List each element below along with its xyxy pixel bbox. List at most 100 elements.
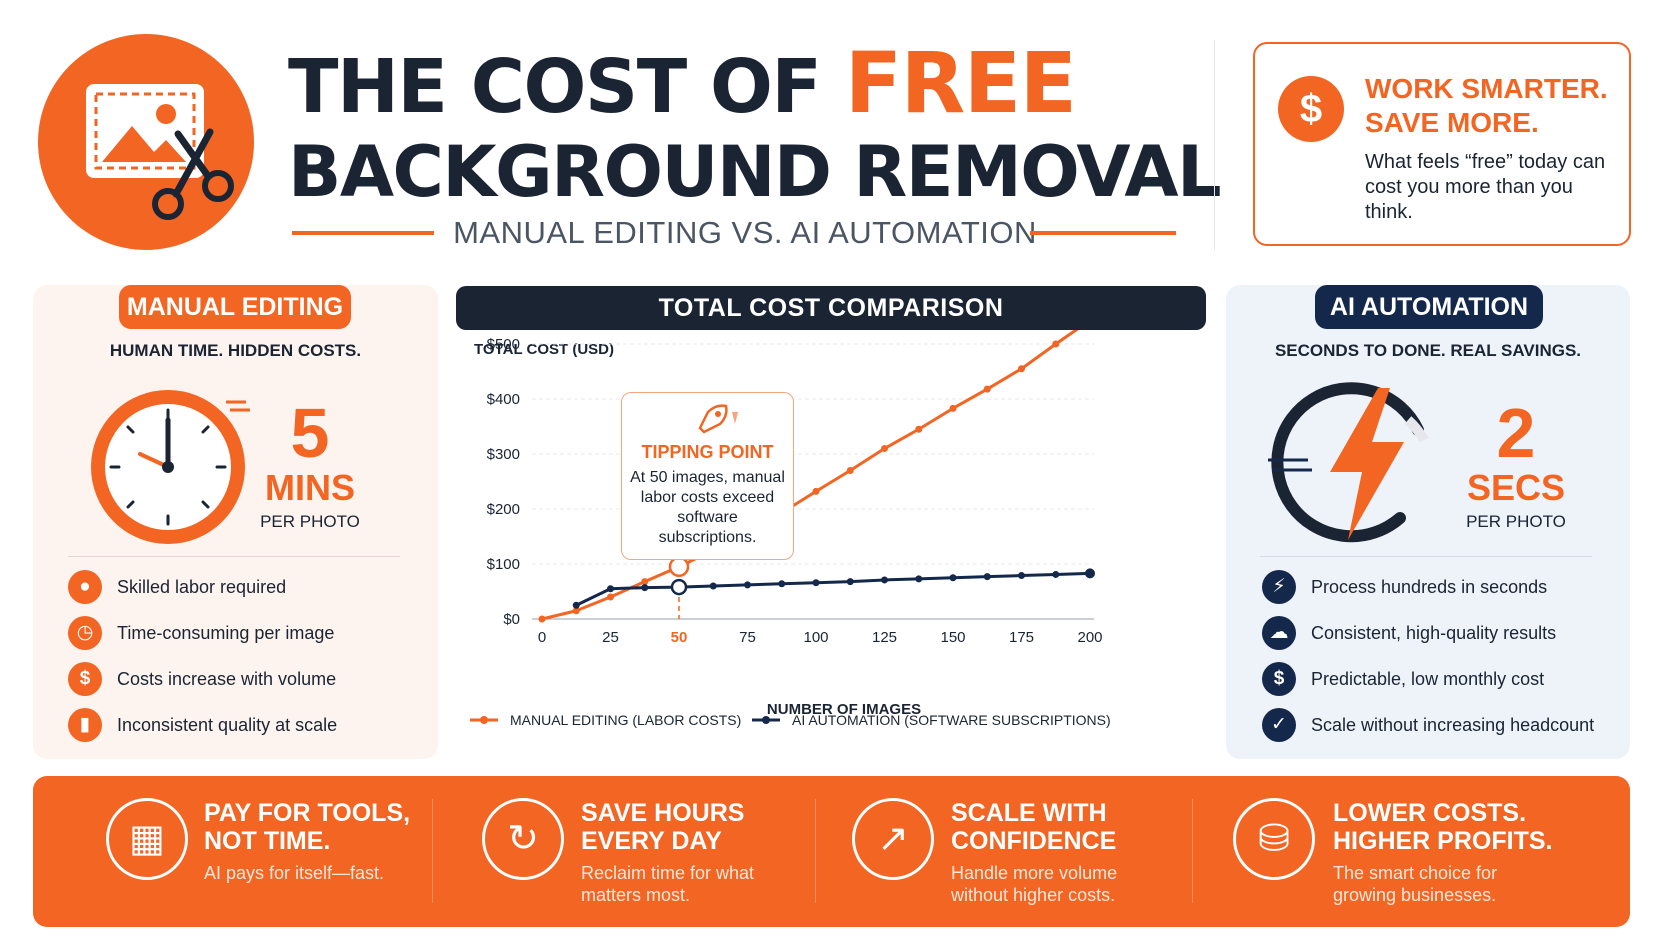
y-tick-label: $500: [487, 336, 520, 353]
x-tick-label: 50: [671, 629, 688, 646]
ai-time-value: 2: [1496, 394, 1536, 472]
data-point: [846, 467, 854, 474]
benefit-title-line1: PAY FOR TOOLS,: [204, 799, 411, 827]
data-point: [538, 615, 546, 623]
data-point: [1052, 570, 1060, 578]
data-point: [572, 601, 580, 609]
y-tick-label: $0: [503, 611, 520, 628]
callout-heading-line1: WORK SMARTER.: [1365, 73, 1608, 104]
x-axis-label: NUMBER OF IMAGES: [767, 701, 921, 718]
y-tick-label: $200: [487, 501, 520, 518]
manual-feature: Skilled labor required: [117, 577, 287, 597]
piggy-bank-icon: ⛁: [1233, 798, 1315, 880]
logo-badge: [38, 34, 254, 250]
legend-marker: [480, 716, 488, 724]
data-point: [778, 580, 786, 588]
data-point: [983, 573, 991, 581]
manual-per-photo: PER PHOTO: [260, 512, 360, 531]
benefit-title-line2: NOT TIME.: [204, 827, 331, 855]
ai-badge: AI AUTOMATION: [1315, 285, 1543, 329]
data-point: [709, 582, 717, 590]
data-point: [812, 579, 820, 587]
image-scissors-icon: [86, 84, 234, 220]
manual-subtitle: HUMAN TIME. HIDDEN COSTS.: [109, 341, 362, 360]
tipping-point-callout: [621, 392, 794, 560]
ai-feature: Process hundreds in seconds: [1311, 577, 1548, 597]
manual-time-unit: MINS: [265, 467, 355, 508]
manual-time-value: 5: [290, 394, 330, 472]
rocket-icon: [686, 402, 746, 434]
title-highlight: FREE: [844, 34, 1077, 132]
data-point: [641, 578, 649, 586]
data-point: [1052, 340, 1060, 348]
legend-label: MANUAL EDITING (LABOR COSTS): [510, 712, 741, 728]
legend-label: AI AUTOMATION (SOFTWARE SUBSCRIPTIONS): [792, 712, 1111, 728]
check-icon: ✓: [1262, 708, 1296, 742]
callout-heading-line2: SAVE MORE.: [1365, 107, 1539, 138]
manual-badge: MANUAL EDITING: [119, 285, 351, 329]
data-point: [744, 581, 751, 589]
x-tick-label: 150: [940, 629, 965, 646]
subtitle-rule-right: [1030, 231, 1176, 235]
data-point: [915, 575, 923, 583]
y-axis-label: TOTAL COST (USD): [474, 341, 614, 358]
lightning-icon: ⚡: [1262, 570, 1296, 604]
clock-refresh-icon: ↻: [482, 798, 564, 880]
benefit-title-line2: HIGHER PROFITS.: [1333, 827, 1553, 855]
growth-chart-icon: ↗: [852, 798, 934, 880]
tipping-point-title: TIPPING POINT: [641, 442, 774, 462]
y-tick-label: $400: [487, 391, 520, 408]
benefit-title-line2: CONFIDENCE: [951, 827, 1117, 855]
benefit-title-line1: LOWER COSTS.: [1333, 799, 1527, 827]
manual-feature: Costs increase with volume: [117, 669, 337, 689]
legend-marker: [762, 716, 770, 724]
benefit-divider: [1192, 799, 1193, 903]
cost-line-chart: TOTAL COST (USD) $0$100$200$300$400$500 …: [470, 330, 1111, 728]
data-point: [846, 578, 854, 586]
data-point: [881, 445, 888, 452]
benefit-body: The smart choice for growing businesses.: [1333, 863, 1498, 905]
dollar-icon: $: [1278, 76, 1344, 142]
benefit-divider: [815, 799, 816, 903]
benefit-title-line2: EVERY DAY: [581, 827, 722, 855]
stopwatch-icon: [91, 390, 250, 544]
dollar-icon: $: [68, 662, 102, 696]
person-icon: ●: [68, 570, 102, 604]
data-point: [915, 425, 923, 433]
data-point: [949, 404, 957, 412]
y-tick-label: $100: [487, 556, 520, 573]
callout-body: What feels “free” today can cost you mor…: [1365, 151, 1606, 223]
data-point: [641, 584, 649, 592]
benefit-body: AI pays for itself—fast.: [204, 863, 385, 883]
manual-divider: [68, 556, 400, 557]
x-tick-label: 175: [1009, 629, 1034, 646]
data-point: [881, 576, 888, 584]
x-tick-label: 100: [803, 629, 828, 646]
ai-divider: [1260, 556, 1592, 557]
x-tick-label: 25: [602, 629, 619, 646]
x-tick-label: 125: [872, 629, 897, 646]
data-point: [949, 574, 957, 582]
lightning-icon: [1268, 382, 1429, 543]
ai-time-unit: SECS: [1466, 467, 1566, 508]
callout-box: [1253, 42, 1631, 246]
data-point: [812, 487, 820, 495]
data-point: [1018, 572, 1025, 580]
ai-per-photo: PER PHOTO: [1466, 512, 1566, 531]
series-line: [575, 571, 1091, 607]
ai-subtitle: SECONDS TO DONE. REAL SAVINGS.: [1274, 341, 1582, 360]
benefit-title-line1: SCALE WITH: [951, 799, 1107, 827]
data-point: [572, 607, 580, 615]
ai-feature: Scale without increasing headcount: [1311, 715, 1595, 735]
tipping-point-marker: [670, 578, 688, 596]
bar-chart-icon: ▮: [68, 708, 102, 742]
page-subtitle: MANUAL EDITING VS. AI AUTOMATION: [453, 215, 1037, 250]
subtitle-rule-left: [292, 231, 434, 235]
data-point: [983, 385, 991, 393]
chart-title: TOTAL COST COMPARISON: [456, 286, 1206, 330]
data-point: [1085, 568, 1095, 579]
data-point: [607, 585, 614, 593]
x-tick-label: 75: [739, 629, 756, 646]
ai-feature: Consistent, high-quality results: [1311, 623, 1557, 643]
title-part: THE COST OF: [288, 44, 845, 130]
